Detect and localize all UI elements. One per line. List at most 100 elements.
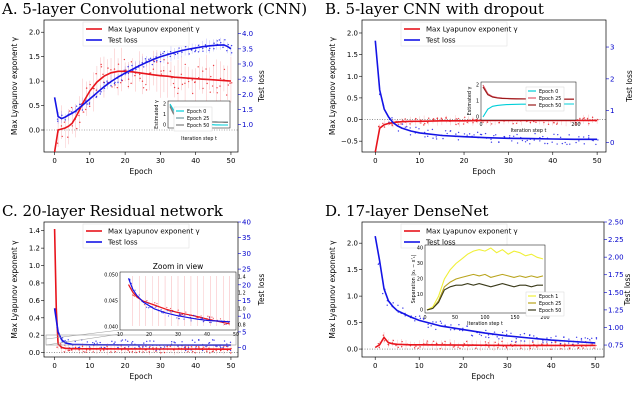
panel-a-scatter-point xyxy=(123,58,126,61)
panel-a-inset-legend-label: Epoch 50 xyxy=(187,123,209,129)
panel-c-scatter-point xyxy=(205,345,207,348)
panel-a-scatter-point xyxy=(145,60,147,62)
panel-a-scatter-point xyxy=(106,80,108,82)
panel-a-scatter-point xyxy=(95,95,98,98)
panel-c-inset-point xyxy=(154,306,156,308)
panel-a-scatter-point xyxy=(227,84,230,86)
panel-d-scatter-point xyxy=(413,347,416,349)
panel-b-ylabel: Max Lyapunov exponent γ xyxy=(328,36,337,135)
panel-b-y2tick-label: 3 xyxy=(610,44,614,52)
panel-d-y2tick-label: 2.25 xyxy=(608,236,624,244)
panel-b-xtick-label: 50 xyxy=(593,157,602,165)
panel-c-scatter-point xyxy=(56,346,58,348)
panel-c-scatter-point xyxy=(160,352,162,354)
panel-d-scatter-point xyxy=(532,340,534,342)
panel-d-scatter-point xyxy=(485,336,487,338)
panel-b-legend-box xyxy=(400,21,508,47)
panel-a-scatter-point xyxy=(210,75,212,78)
panel-b-inset-ytick: 1 xyxy=(476,99,479,105)
panel-c-scatter-point xyxy=(85,351,87,353)
panel-d-scatter-point xyxy=(564,343,566,345)
panel-d-inset-series xyxy=(426,283,543,311)
panel-b-scatter-point xyxy=(493,134,495,137)
panel-b-scatter-point xyxy=(409,134,412,136)
panel-d-scatter-point xyxy=(377,342,380,345)
panel-d-scatter-point xyxy=(520,340,522,342)
panel-c-scatter-point xyxy=(209,352,211,354)
panel-c-scatter-point xyxy=(146,340,148,343)
panel-b-scatter-point xyxy=(547,123,550,126)
panel-a-scatter-point xyxy=(169,70,171,72)
panel-b-inset-xlabel: Iteration step t xyxy=(511,128,547,134)
panel-c-inset-point xyxy=(203,320,205,322)
panel-b-scatter-point xyxy=(553,121,555,124)
panel-d-y2tick-label: 1.75 xyxy=(608,271,624,279)
panel-a-scatter-point xyxy=(139,77,141,80)
panel-c-scatter-point xyxy=(61,337,64,339)
panel-b-scatter-point xyxy=(446,132,448,135)
panel-c-inset-point xyxy=(132,294,134,296)
panel-c-scatter-point xyxy=(99,349,102,352)
panel-c-inset-point xyxy=(172,310,174,313)
panel-b-scatter-point xyxy=(533,120,535,123)
panel-d-title: D. 17-layer DenseNet xyxy=(325,202,488,220)
panel-d-scatter-point xyxy=(392,339,395,342)
panel-c-legend-label: Test loss xyxy=(107,239,138,247)
panel-d-inset-ytick: 20 xyxy=(417,277,423,283)
panel-a-y2tick-label: 4.0 xyxy=(242,30,253,38)
panel-b-scatter-point xyxy=(424,136,426,138)
panel-c-scatter-point xyxy=(142,346,144,348)
panel-a-scatter-point xyxy=(226,49,228,52)
panel-d-scatter-point xyxy=(523,340,526,342)
panel-a-scatter-point xyxy=(100,63,102,66)
panel-a-scatter-point xyxy=(191,92,194,95)
panel-c-scatter-point xyxy=(149,340,151,342)
panel-d-scatter-point xyxy=(462,327,464,330)
panel-c-inset-point xyxy=(176,317,178,319)
panel-b-scatter-point xyxy=(595,143,597,146)
panel-b-scatter-point xyxy=(582,136,585,138)
panel-b-series-test-loss xyxy=(374,40,598,141)
panel-a-y2tick-label: 1.5 xyxy=(242,106,253,114)
panel-d-scatter-point xyxy=(498,338,500,340)
panel-d-y2tick-label: 1.25 xyxy=(608,306,624,314)
panel-a-scatter-point xyxy=(100,66,103,68)
panel-c-scatter-point xyxy=(229,341,232,344)
panel-d-scatter-point xyxy=(392,302,394,304)
panel-d-scatter-point xyxy=(441,342,444,344)
panel-b-scatter-point xyxy=(564,141,566,144)
panel-d-scatter-point xyxy=(488,336,490,339)
panel-d-scatter-point xyxy=(475,347,477,349)
panel-a-scatter-point xyxy=(160,73,163,75)
panel-d-scatter-point xyxy=(480,334,483,337)
panel-d-scatter-point xyxy=(501,337,504,339)
panel-a-scatter-point xyxy=(135,68,137,70)
panel-a-scatter-point xyxy=(216,92,218,94)
panel-c-inset-point xyxy=(161,311,163,314)
panel-d-legend-label: Max Lyapunov exponent γ xyxy=(426,228,518,236)
panel-c-scatter-point xyxy=(70,349,73,351)
panel-d-scatter-point xyxy=(453,328,456,331)
panel-a-scatter-point xyxy=(143,66,145,68)
panel-d-scatter-point xyxy=(427,323,429,325)
panel-a-scatter-point xyxy=(85,87,88,89)
panel-c-inset-y2tick: 1.4 xyxy=(238,275,246,281)
panel-a-scatter-point xyxy=(61,114,63,116)
panel-c-inset-point xyxy=(155,306,157,308)
panel-d-inset-xtick: 0 xyxy=(423,315,426,321)
panel-d-y2tick-label: 1.50 xyxy=(608,289,624,297)
panel-b-scatter-point xyxy=(512,135,515,137)
panel-d-scatter-point xyxy=(465,340,468,343)
panel-c-title: C. 20-layer Residual network xyxy=(2,202,224,220)
panel-a-scatter-point xyxy=(93,87,95,90)
panel-c-scatter-point xyxy=(114,341,116,343)
panel-d-scatter-point xyxy=(595,344,597,347)
panel-b-ytick-label: 1.5 xyxy=(347,51,358,59)
panel-c-inset-point xyxy=(201,317,203,319)
panel-a-scatter-point xyxy=(155,61,158,63)
panel-a-scatter-point xyxy=(229,82,231,84)
panel-d-ytick-label: 0.0 xyxy=(347,346,358,354)
panel-a-scatter-point xyxy=(176,52,179,55)
panel-c-scatter-point xyxy=(213,339,215,341)
panel-b-scatter-point xyxy=(402,119,404,122)
